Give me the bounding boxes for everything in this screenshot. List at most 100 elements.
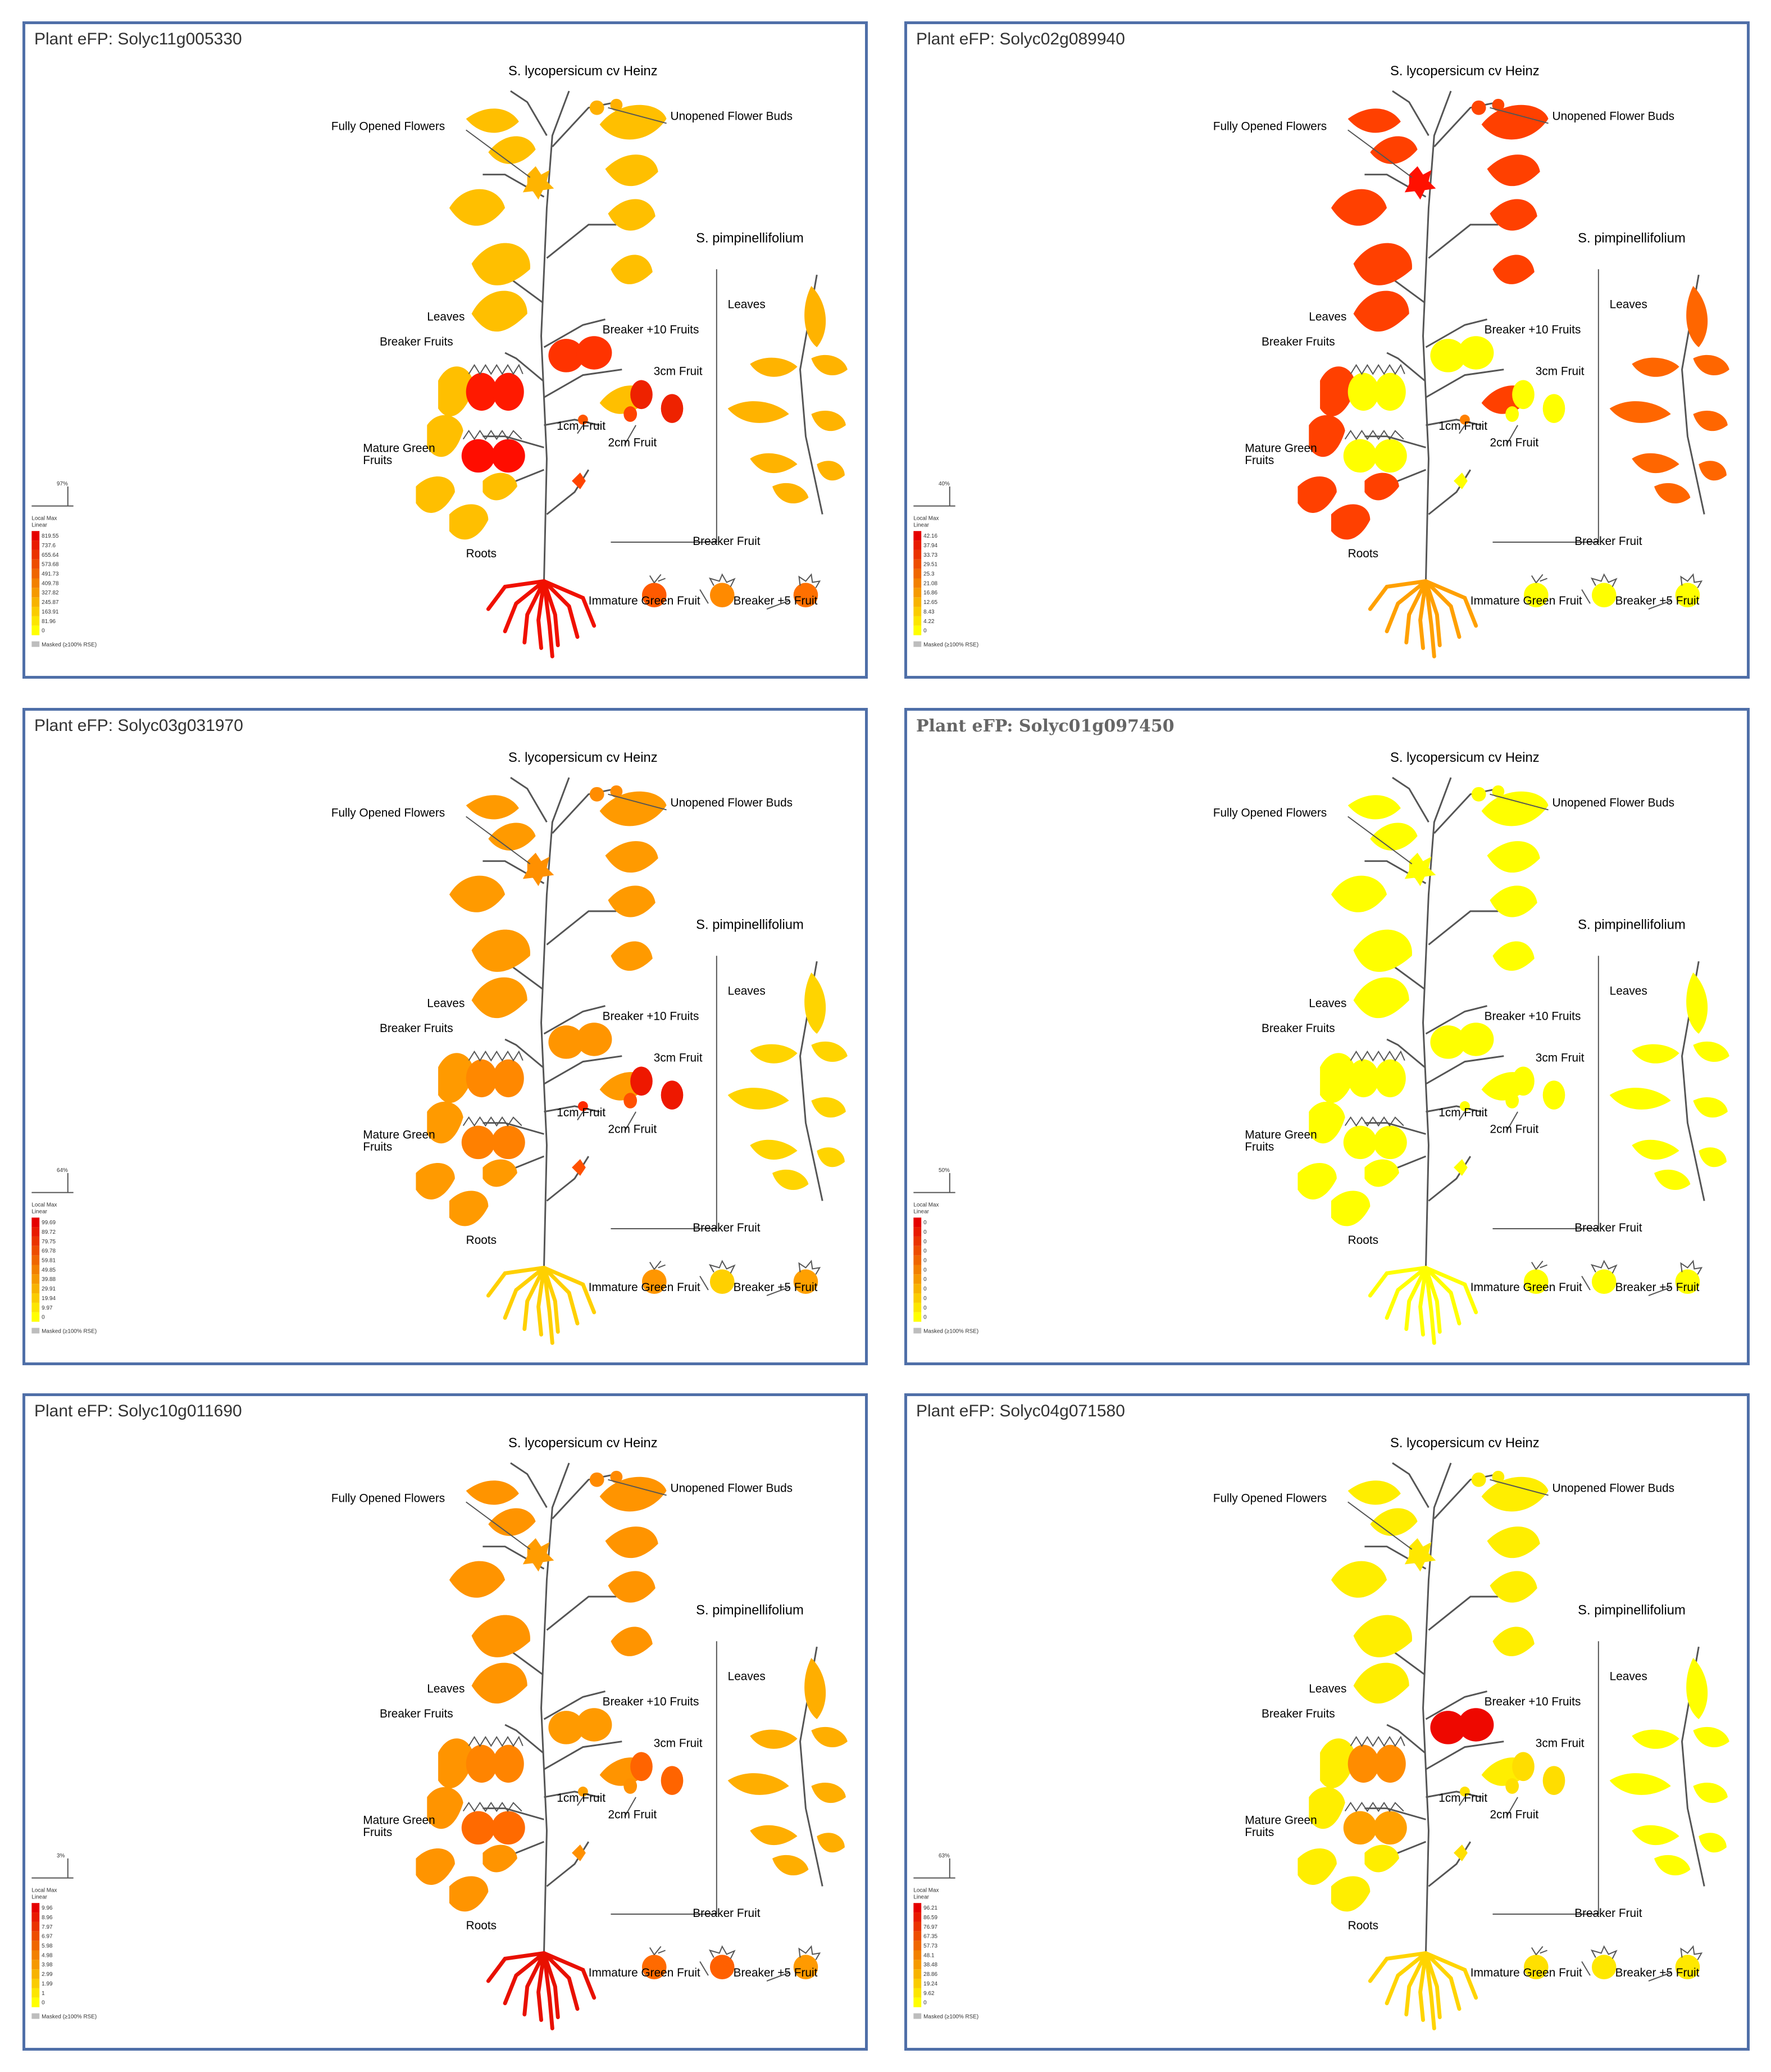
fruit-small [572, 472, 586, 489]
legend-value: 0 [923, 1305, 927, 1311]
legend-value: 8.96 [42, 1915, 53, 1921]
fruit-3cm-label: 3cm Fruit [1536, 365, 1585, 378]
legend-masked-label: Masked (≥100% RSE) [923, 642, 978, 648]
legend-swatch [31, 607, 40, 616]
leaf [599, 1476, 667, 1512]
legend-scale: 99.69 89.72 79.75 69.78 59.81 49.85 39.88 29.91… [31, 1217, 56, 1322]
flower-clusters [522, 98, 623, 200]
fruit-3cm [1542, 394, 1565, 423]
panel-title: Plant eFP: Solyc11g005330 [34, 30, 242, 48]
wild-leaves-label: Leaves [1610, 985, 1647, 998]
leaf [1490, 885, 1537, 917]
breaker-plus10-fruit [576, 1023, 612, 1056]
legend-value: 9.62 [923, 1991, 935, 1997]
fruit-3cm [630, 1066, 653, 1096]
legend-swatch [913, 625, 922, 635]
breaker-plus10-fruit [548, 1711, 584, 1744]
roots-label: Roots [466, 1919, 497, 1932]
wild-immature-green-label: Immature Green Fruit [589, 1966, 700, 1979]
wild-plant [611, 1641, 848, 1915]
legend-value: 409.78 [42, 580, 59, 587]
leaf [488, 1508, 536, 1536]
mature-green-fruit [1373, 1811, 1407, 1845]
legend-percent: 3% [57, 1853, 65, 1859]
legend-value: 655.64 [42, 552, 59, 558]
legend-value: 327.82 [42, 590, 59, 596]
legend-swatch [31, 1217, 40, 1228]
wild-leaf [1609, 1088, 1671, 1110]
roots [486, 579, 597, 658]
mature-green-fruit [461, 439, 495, 473]
legend-linear: Linear [913, 1894, 929, 1900]
fruit-2cm-label: 2cm Fruit [1490, 1123, 1539, 1136]
fully-opened-flowers-label: Fully Opened Flowers [1213, 120, 1327, 133]
mature-green-label-2: Fruits [1245, 1140, 1274, 1153]
legend-local-max: Local Max [31, 515, 57, 521]
legend-swatch [31, 1302, 40, 1312]
legend-swatch [913, 559, 922, 569]
fruit-1cm-label: 1cm Fruit [557, 1106, 605, 1119]
breaker-plus10-fruit [548, 1025, 584, 1059]
leaf [466, 108, 519, 133]
fruit-3cm-label: 3cm Fruit [654, 1737, 703, 1750]
legend-percent: 40% [939, 481, 950, 487]
legend-value: 25.3 [923, 571, 935, 578]
breaker-plus10-label: Breaker +10 Fruits [603, 1695, 699, 1708]
flower-clusters [1404, 98, 1505, 200]
wild-leaf [772, 1855, 809, 1876]
wild-leaf [1693, 1097, 1728, 1118]
legend-swatch [913, 569, 922, 579]
fruit-2cm [1505, 1778, 1519, 1794]
wild-leaf [811, 1041, 848, 1062]
breaker-fruit [466, 372, 498, 411]
leaf [1309, 1787, 1345, 1829]
legend-masked-swatch [913, 641, 922, 647]
legend-masked-label: Masked (≥100% RSE) [42, 642, 97, 648]
legend-swatch [31, 1931, 40, 1941]
legend-swatch [913, 607, 922, 616]
leaf [1309, 415, 1345, 457]
legend-local-max: Local Max [31, 1887, 57, 1893]
leaf [1492, 255, 1535, 284]
efp-panel-2: Plant eFP: Solyc02g089940 [904, 21, 1750, 679]
legend-value: 0 [923, 1286, 927, 1292]
roots [486, 1951, 597, 2030]
leaf [438, 1053, 475, 1103]
leaves-label: Leaves [1309, 310, 1346, 323]
legend-swatch [913, 1312, 922, 1322]
legend-value: 33.73 [923, 552, 937, 558]
fully-opened-flowers-label: Fully Opened Flowers [331, 120, 445, 133]
legend-value: 21.08 [923, 580, 937, 587]
legend-swatch [31, 1255, 40, 1265]
wild-breaker-plus5-label: Breaker +5 Fruit [734, 1966, 818, 1979]
fully-opened-flowers [522, 1538, 554, 1572]
efp-diagram: S. lycopersicum cv Heinz Fully Opened Fl… [31, 750, 848, 1345]
unopened-flower-buds-label: Unopened Flower Buds [671, 110, 793, 123]
main-plant-stems [482, 775, 622, 1270]
roots [486, 1265, 597, 1345]
legend-value: 0 [923, 1220, 927, 1226]
fruit-1cm-label: 1cm Fruit [1438, 420, 1487, 433]
wild-leaf [817, 1833, 845, 1853]
wild-leaf [750, 1825, 798, 1846]
wild-leaf [750, 1139, 798, 1160]
wild-leaves-label: Leaves [728, 1670, 766, 1683]
wild-fruits [1523, 1945, 1703, 1982]
wild-leaf [1654, 1855, 1691, 1876]
legend-linear: Linear [913, 1208, 929, 1215]
fruit-small [1454, 472, 1468, 489]
wild-breaker-plus5-label: Breaker +5 Fruit [1615, 1281, 1700, 1294]
legend-swatch [913, 540, 922, 550]
fully-opened-flowers-label: Fully Opened Flowers [331, 1492, 445, 1505]
breaker-plus10-fruit [1458, 1023, 1494, 1056]
fruit-1cm-label: 1cm Fruit [1438, 1792, 1487, 1805]
legend-value: 0 [42, 628, 45, 634]
leaf [449, 875, 506, 912]
legend-swatch [913, 1246, 922, 1256]
leaf [1487, 1526, 1540, 1558]
fruit-3cm [1512, 1752, 1535, 1782]
leaf [1370, 823, 1418, 851]
leaves-label: Leaves [1309, 1682, 1346, 1695]
leaf [1353, 290, 1409, 332]
leader-lines [466, 793, 667, 1132]
